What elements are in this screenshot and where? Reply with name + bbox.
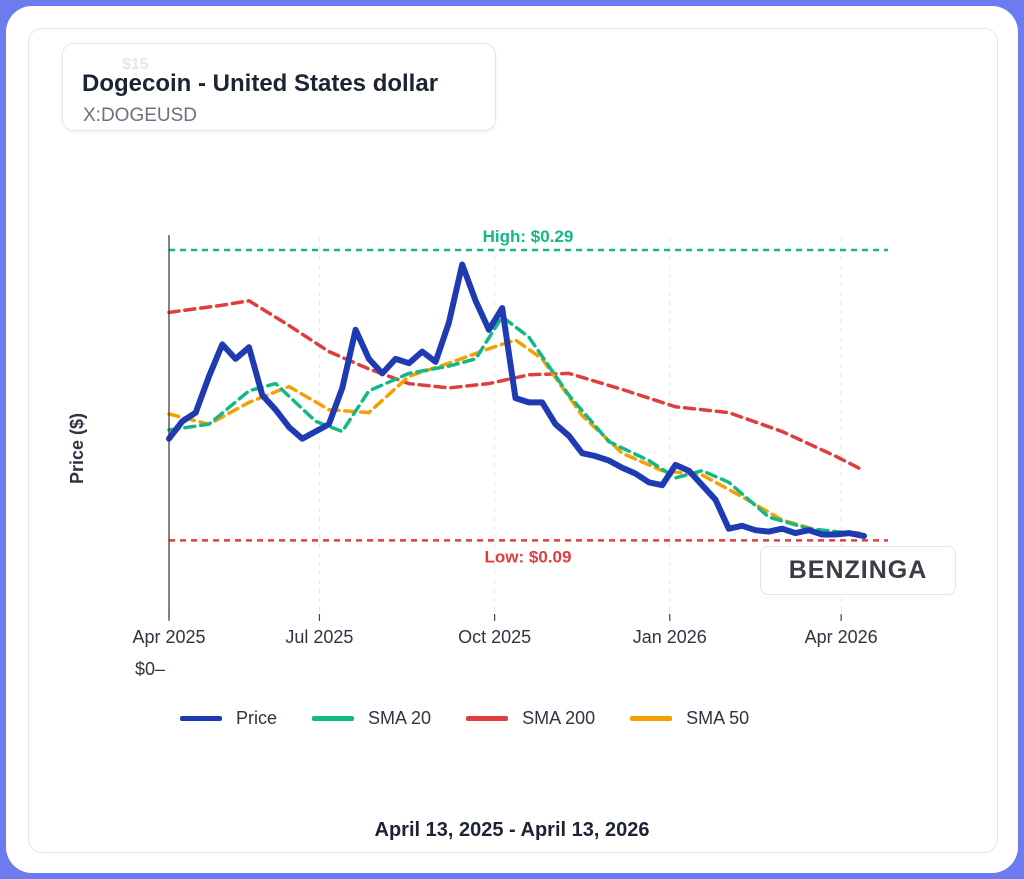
legend-swatch-sma200 bbox=[466, 715, 509, 721]
chart-title: Dogecoin - United States dollar bbox=[82, 70, 439, 97]
sma50-line bbox=[167, 338, 866, 535]
sma200-line bbox=[167, 299, 866, 473]
ghost-price-label: $15 bbox=[122, 56, 149, 73]
x-tick-label: Jul 2025 bbox=[285, 627, 353, 647]
chart-legend: Price SMA 20 SMA 200 SMA 50 bbox=[180, 705, 784, 731]
y-axis-min-label: $0– bbox=[135, 659, 166, 679]
x-tick-label: Oct 2025 bbox=[458, 627, 531, 647]
benzinga-watermark: BENZINGA bbox=[760, 546, 956, 595]
x-tick-label: Jan 2026 bbox=[633, 627, 707, 647]
legend-item-sma20[interactable]: SMA 20 bbox=[312, 708, 431, 729]
legend-item-price[interactable]: Price bbox=[180, 708, 277, 729]
x-tick-label: Apr 2025 bbox=[132, 627, 205, 647]
low-label: Low: $0.09 bbox=[485, 547, 572, 566]
high-label: High: $0.29 bbox=[483, 227, 574, 246]
title-card bbox=[62, 43, 496, 131]
legend-label-sma50: SMA 50 bbox=[686, 707, 750, 728]
reference-lines: High: $0.29 Low: $0.09 bbox=[169, 227, 888, 566]
legend-item-sma50[interactable]: SMA 50 bbox=[630, 708, 749, 729]
legend-item-sma200[interactable]: SMA 200 bbox=[466, 708, 595, 729]
sma20-line bbox=[167, 315, 866, 537]
series-lines bbox=[166, 261, 867, 539]
legend-label-sma20: SMA 20 bbox=[368, 707, 432, 728]
date-range: April 13, 2025 - April 13, 2026 bbox=[374, 819, 650, 841]
ticker-symbol: X:DOGEUSD bbox=[83, 105, 198, 126]
x-ticks: Apr 2025 Jul 2025 Oct 2025 Jan 2026 Apr 2026 bbox=[132, 614, 878, 647]
y-axis-label: Price ($) bbox=[67, 413, 87, 484]
legend-label-sma200: SMA 200 bbox=[522, 707, 596, 728]
legend-swatch-price bbox=[180, 715, 222, 721]
legend-swatch-sma50 bbox=[630, 715, 673, 721]
price-line bbox=[166, 261, 867, 539]
legend-label-price: Price bbox=[236, 707, 278, 728]
legend-swatch-sma20 bbox=[312, 715, 355, 721]
x-tick-label: Apr 2026 bbox=[805, 627, 878, 647]
watermark-text: BENZINGA bbox=[788, 556, 928, 584]
